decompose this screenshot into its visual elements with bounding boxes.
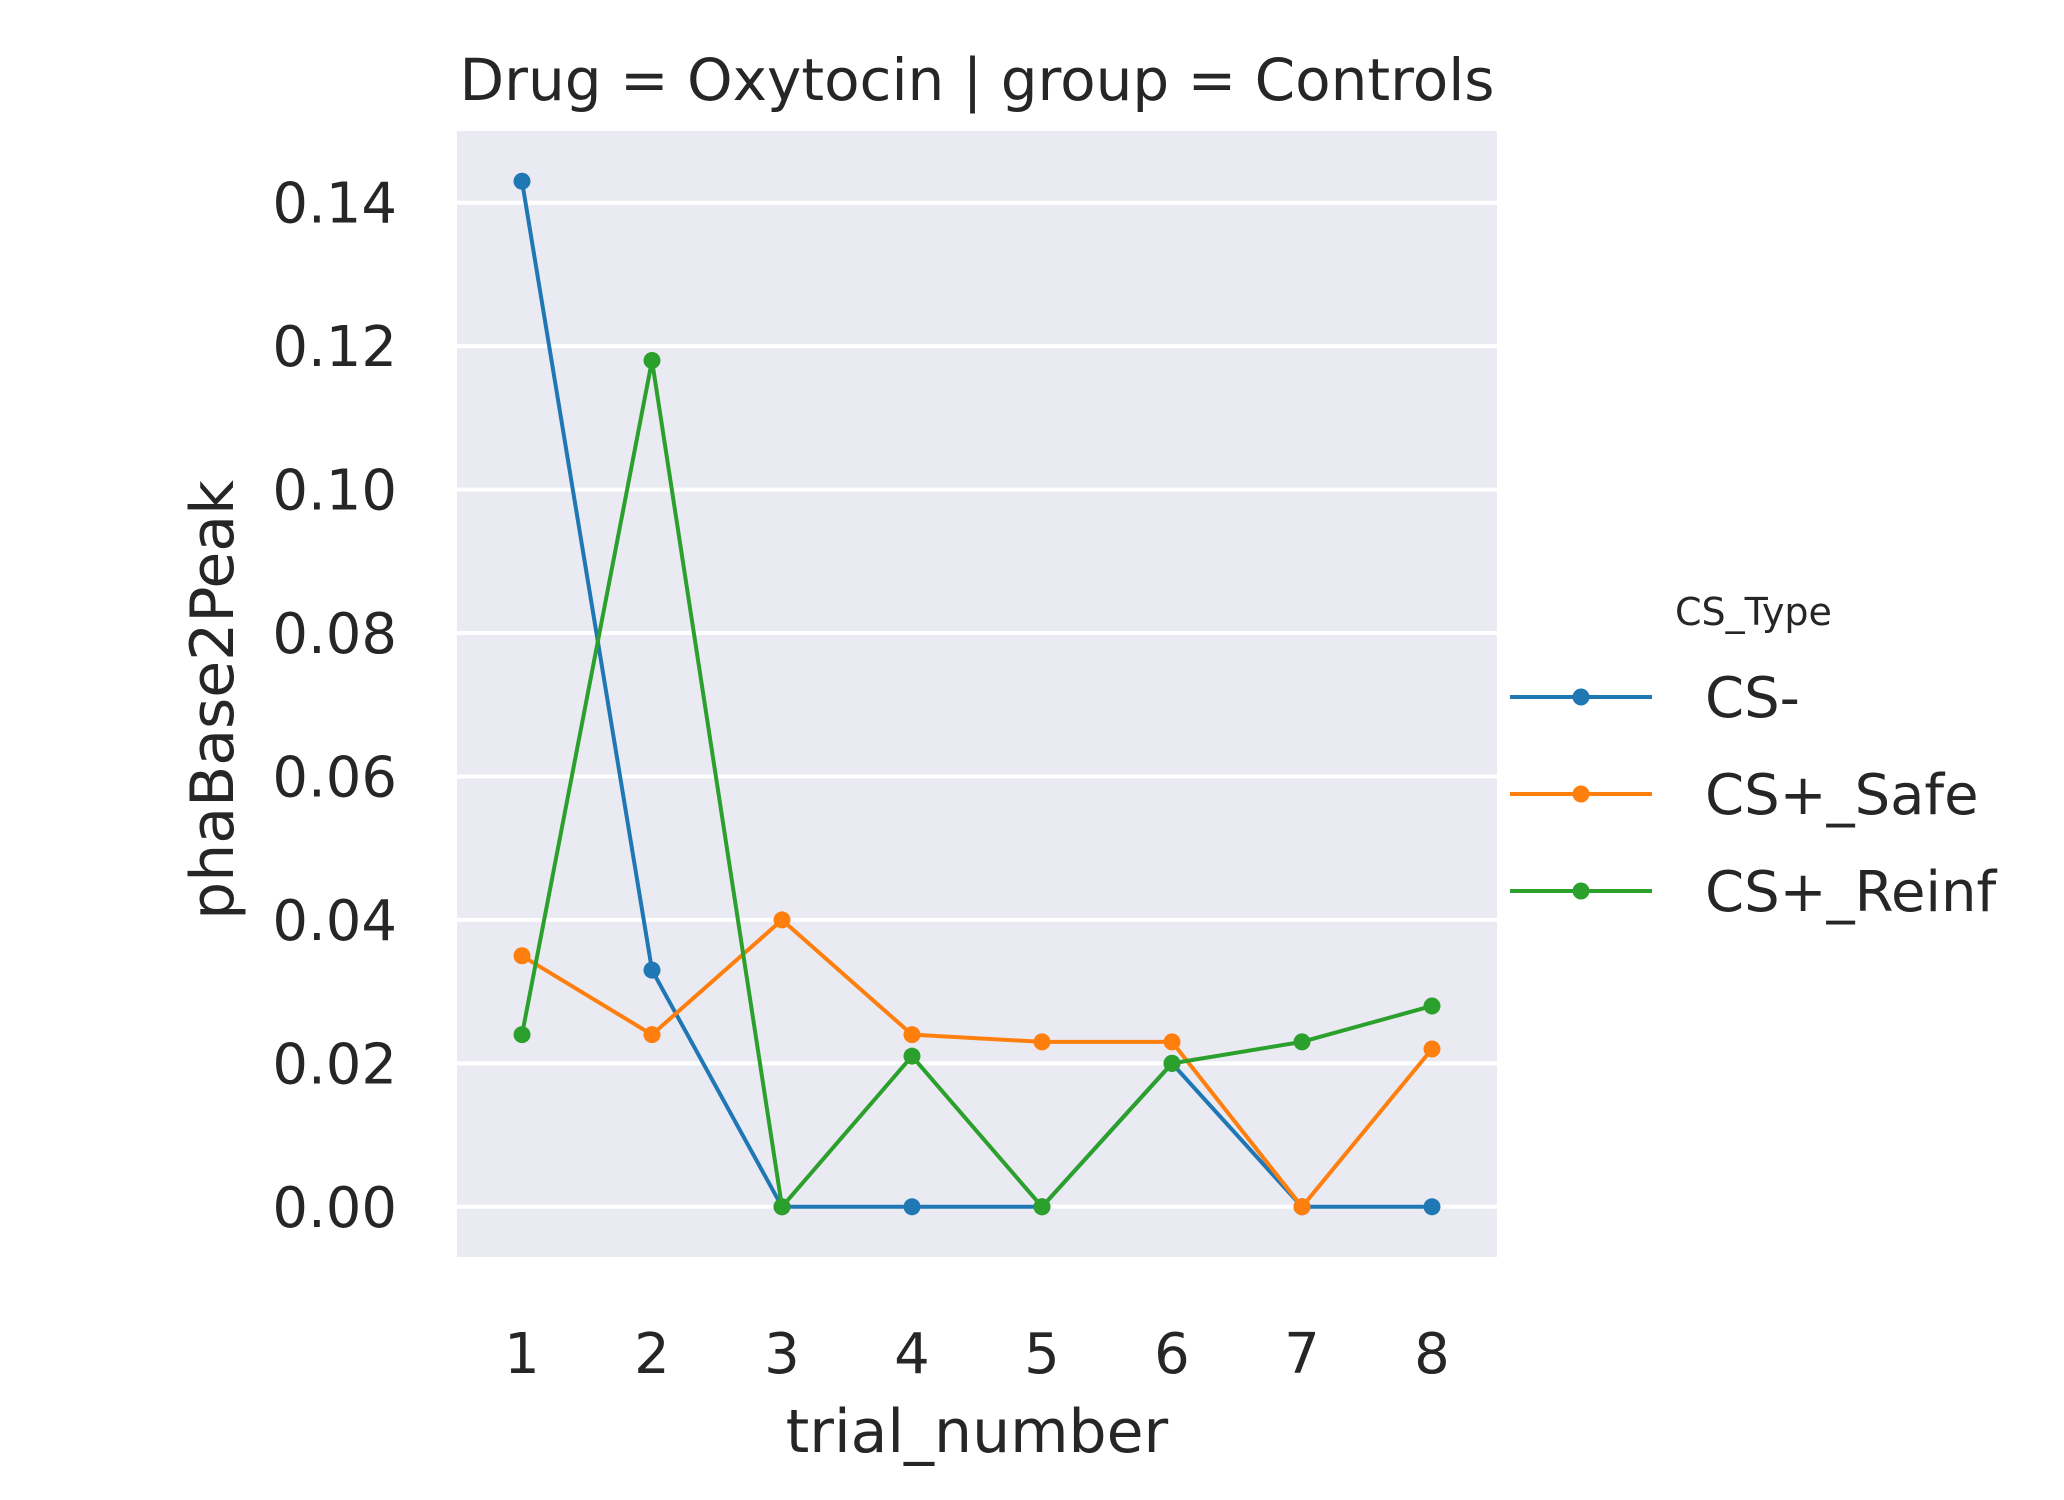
data-point <box>1033 1033 1051 1051</box>
data-point <box>643 961 661 979</box>
series-1 <box>513 911 1441 1216</box>
data-point <box>773 911 791 929</box>
gridlines <box>457 200 1497 1209</box>
data-point <box>1423 1198 1441 1216</box>
y-axis-label: phaBase2Peak <box>178 480 248 920</box>
data-point <box>643 1026 661 1044</box>
legend-marker <box>1572 882 1590 900</box>
y-tick-label: 0.04 <box>272 889 397 954</box>
legend-item: CS- <box>1510 666 1800 731</box>
data-point <box>1423 1040 1441 1058</box>
series-line <box>520 917 1434 1209</box>
legend-item: CS+_Reinf <box>1510 860 1997 925</box>
data-point <box>1423 997 1441 1015</box>
x-tick-label: 8 <box>1414 1322 1450 1387</box>
x-tick-label: 5 <box>1024 1322 1060 1387</box>
legend-label: CS+_Reinf <box>1705 860 1997 925</box>
legend-items: CS- CS+_Safe CS+_Reinf <box>1510 666 1997 925</box>
x-axis-label: trial_number <box>786 1397 1169 1467</box>
y-tick-label: 0.12 <box>272 315 397 380</box>
data-point <box>1293 1033 1311 1051</box>
series-line <box>520 358 1433 1209</box>
data-point <box>1163 1033 1181 1051</box>
data-point <box>903 1047 921 1065</box>
legend-marker <box>1572 785 1590 803</box>
series-2 <box>513 352 1441 1216</box>
y-tick-label: 0.10 <box>272 459 397 524</box>
series-lines <box>513 172 1441 1216</box>
data-point <box>1163 1054 1181 1072</box>
series-line <box>520 180 1432 1209</box>
data-point <box>1293 1198 1311 1216</box>
x-axis-ticks: 1 2 3 4 5 6 7 8 <box>504 1322 1450 1387</box>
data-point <box>903 1026 921 1044</box>
legend-marker <box>1572 688 1590 706</box>
data-point <box>773 1198 791 1216</box>
data-point <box>513 172 531 190</box>
y-tick-label: 0.14 <box>272 172 397 237</box>
y-tick-label: 0.06 <box>272 745 397 810</box>
chart-title: Drug = Oxytocin | group = Controls <box>459 46 1494 114</box>
x-tick-label: 3 <box>764 1322 800 1387</box>
legend-label: CS- <box>1705 666 1800 731</box>
data-point <box>643 352 661 370</box>
legend-item: CS+_Safe <box>1510 763 1979 828</box>
data-point <box>513 1026 531 1044</box>
y-tick-label: 0.02 <box>272 1032 397 1097</box>
y-tick-label: 0.00 <box>272 1176 397 1241</box>
x-tick-label: 7 <box>1284 1322 1320 1387</box>
legend: CS_Type CS- CS+_Safe CS+_Reinf <box>1510 590 1997 925</box>
plot-background <box>457 131 1497 1257</box>
x-tick-label: 1 <box>504 1322 540 1387</box>
legend-label: CS+_Safe <box>1705 763 1979 828</box>
x-tick-label: 6 <box>1154 1322 1190 1387</box>
x-tick-label: 2 <box>634 1322 670 1387</box>
x-tick-label: 4 <box>894 1322 930 1387</box>
data-point <box>903 1198 921 1216</box>
legend-title: CS_Type <box>1675 590 1832 634</box>
data-point <box>513 947 531 965</box>
data-point <box>1033 1198 1051 1216</box>
y-tick-label: 0.08 <box>272 602 397 667</box>
y-axis-ticks: 0.00 0.02 0.04 0.06 0.08 0.10 0.12 0.14 <box>272 172 397 1241</box>
